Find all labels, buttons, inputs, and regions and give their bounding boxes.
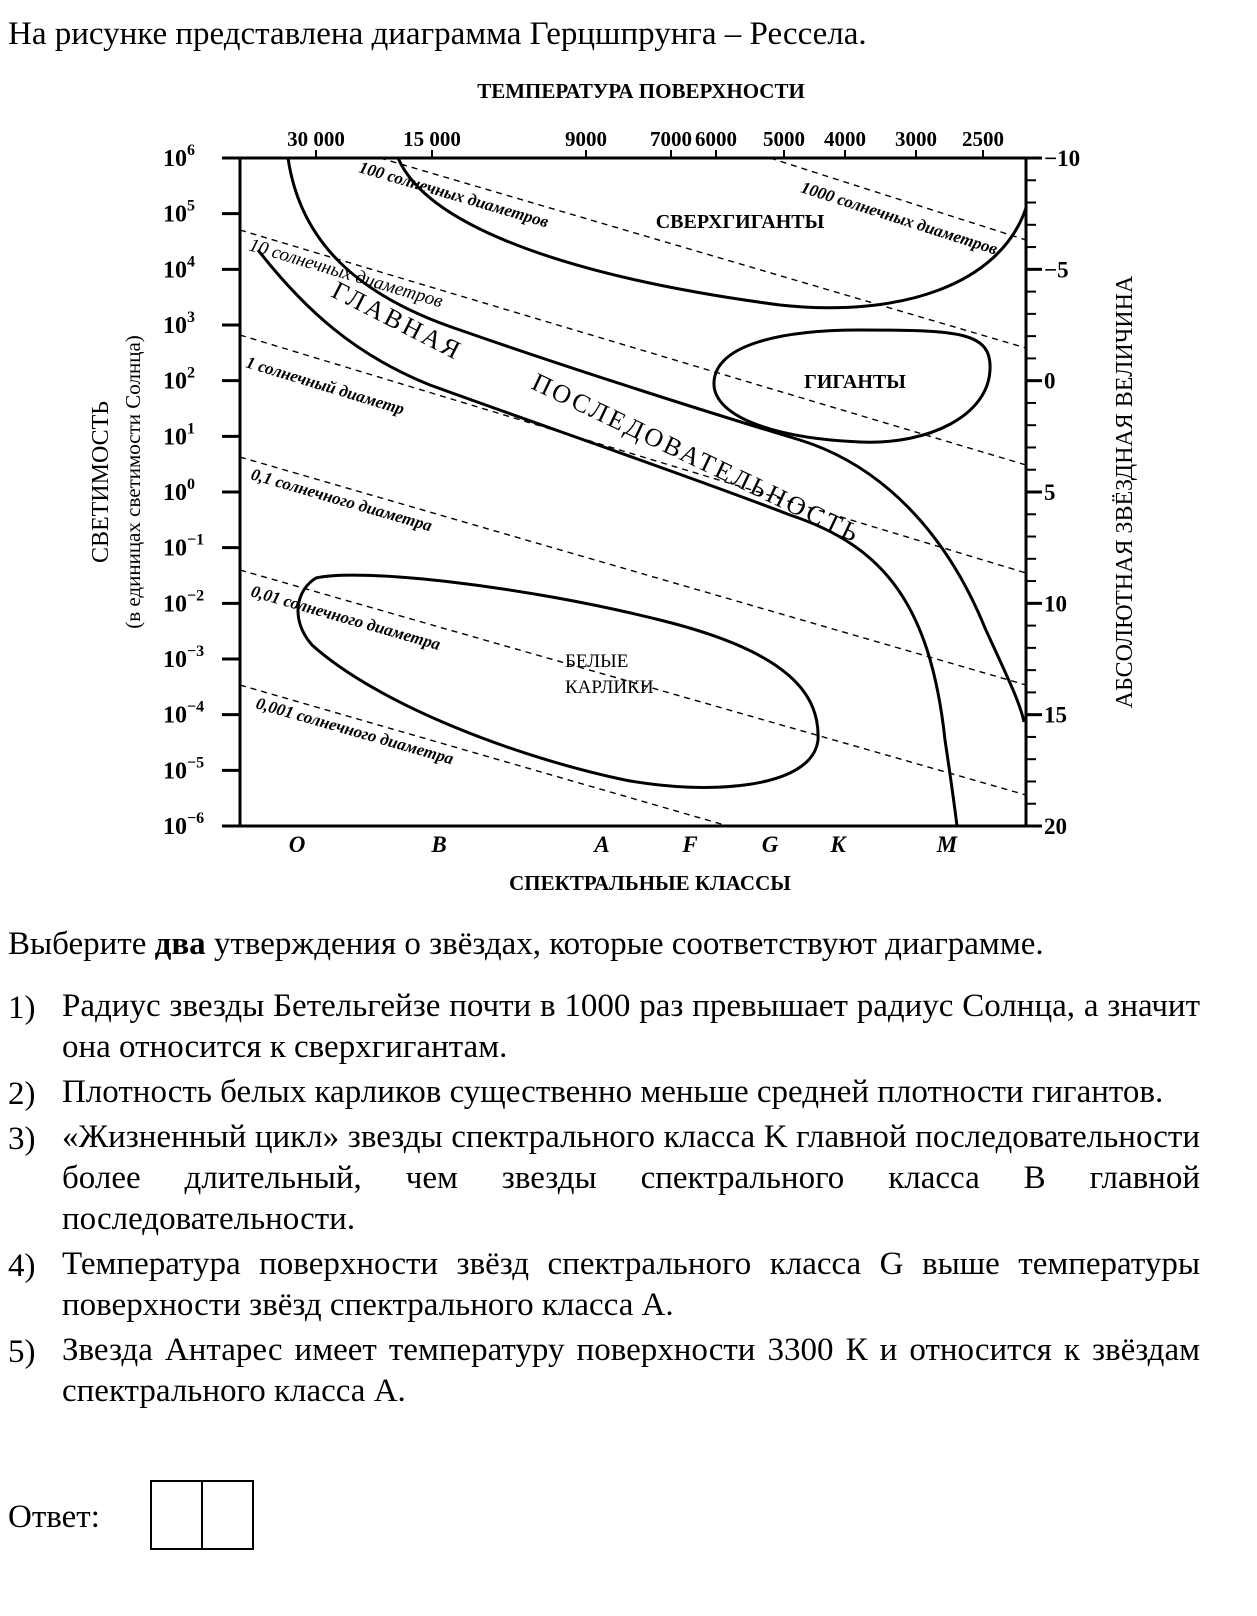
magnitude-tick-label: −10 xyxy=(1044,146,1080,171)
luminosity-tick-label: 10−1 xyxy=(163,532,204,562)
spectral-class-label: F xyxy=(681,832,697,857)
radius-line-01 xyxy=(239,456,1027,686)
temperature-tick-label: 7000 xyxy=(650,127,692,151)
answer-cell-2[interactable] xyxy=(201,1482,252,1548)
magnitude-ticks: −10 −5 0 5 10 15 20 xyxy=(1026,146,1080,839)
option-text: Плотность белых карликов существенно мен… xyxy=(62,1074,1164,1110)
giants-outline xyxy=(712,328,992,444)
temperature-tick-label: 30 000 xyxy=(287,127,345,151)
main-sequence-lower-edge xyxy=(256,249,959,827)
luminosity-tick-label: 10−6 xyxy=(163,810,204,840)
radius-lines xyxy=(239,157,1027,827)
radius-line-1 xyxy=(239,334,1027,574)
option-number: 1) xyxy=(8,990,36,1026)
luminosity-tick-label: 101 xyxy=(163,420,195,450)
answer-options: 1) Радиус звезды Бетельгейзе почти в 1000… xyxy=(8,986,1200,1416)
task-text: Выберите два утверждения о звёздах, кото… xyxy=(8,924,1044,964)
luminosity-tick-label: 102 xyxy=(163,365,195,395)
radius-label-001: 0,01 солнечного диаметра xyxy=(249,582,443,654)
option-2: 2) Плотность белых карликов существенно м… xyxy=(8,1072,1200,1113)
top-axis-title: ТЕМПЕРАТУРА ПОВЕРХНОСТИ xyxy=(477,79,805,103)
task-text-bold: два xyxy=(154,926,206,962)
bottom-axis-title: СПЕКТРАЛЬНЫЕ КЛАССЫ xyxy=(509,871,791,895)
option-text: Звезда Антарес имеет температуру поверхн… xyxy=(62,1332,1200,1409)
luminosity-tick-label: 100 xyxy=(163,476,195,506)
spectral-class-label: B xyxy=(430,832,446,857)
spectral-class-label: O xyxy=(289,832,306,857)
temperature-tick-label: 4000 xyxy=(824,127,866,151)
answer-box xyxy=(150,1480,254,1550)
radius-label-01: 0,1 солнечного диаметра xyxy=(249,465,435,536)
option-number: 2) xyxy=(8,1076,36,1112)
intro-text: На рисунке представлена диаграмма Герцшп… xyxy=(8,16,867,52)
main-sequence-upper-edge xyxy=(286,157,1026,723)
luminosity-tick-label: 105 xyxy=(163,198,195,228)
luminosity-tick-label: 103 xyxy=(163,309,195,339)
left-axis-title: СВЕТИМОСТЬ xyxy=(88,401,114,563)
answer-label: Ответ: xyxy=(8,1499,100,1535)
temperature-tick-label: 5000 xyxy=(763,127,805,151)
radius-line-100 xyxy=(379,157,1027,349)
temperature-tick-label: 15 000 xyxy=(403,127,461,151)
radius-line-001 xyxy=(239,569,1027,796)
magnitude-tick-label: −5 xyxy=(1044,257,1069,282)
magnitude-tick-label: 10 xyxy=(1044,591,1067,616)
option-number: 3) xyxy=(8,1121,36,1157)
radius-label-100: 100 солнечных диаметров xyxy=(357,158,551,232)
main-sequence-label-2: ПОСЛЕДОВАТЕЛЬНОСТЬ xyxy=(527,367,865,549)
giants-label: ГИГАНТЫ xyxy=(804,371,906,393)
white-dwarfs-outline xyxy=(296,573,820,789)
spectral-class-label: A xyxy=(592,832,609,857)
option-text: «Жизненный цикл» звезды спектрального кл… xyxy=(62,1119,1200,1237)
task-text-after: утверждения о звёздах, которые соответст… xyxy=(205,926,1044,962)
temperature-tick-label: 3000 xyxy=(895,127,937,151)
option-text: Температура поверхности звёзд спектральн… xyxy=(62,1246,1200,1323)
radius-label-1000: 1000 солнечных диаметров xyxy=(799,178,1000,259)
option-5: 5) Звезда Антарес имеет температуру повер… xyxy=(8,1330,1200,1412)
option-3: 3) «Жизненный цикл» звезды спектрального … xyxy=(8,1117,1200,1240)
temperature-tick-label: 9000 xyxy=(565,127,607,151)
luminosity-tick-label: 106 xyxy=(163,142,195,172)
luminosity-ticks: 106 105 104 103 102 101 100 10−1 10−2 10−3 10−4 10−… xyxy=(163,142,240,840)
luminosity-tick-label: 10−2 xyxy=(163,587,204,617)
radius-line-0001 xyxy=(239,684,729,827)
luminosity-tick-label: 10−3 xyxy=(163,643,204,673)
temperature-tick-label: 6000 xyxy=(695,127,737,151)
supergiants-outline xyxy=(396,157,1028,310)
region-outlines xyxy=(256,157,1028,827)
spectral-class-label: K xyxy=(829,832,847,857)
white-dwarfs-label-2: КАРЛИКИ xyxy=(565,677,654,698)
right-axis-title: АБСОЛЮТНАЯ ЗВЁЗДНАЯ ВЕЛИЧИНА xyxy=(1112,275,1138,708)
temperature-ticks: 30 000 15 000 9000 7000 6000 5000 4000 3000 2500 xyxy=(287,127,1004,158)
task-text-before: Выберите xyxy=(8,926,155,962)
magnitude-tick-label: 20 xyxy=(1044,814,1067,839)
luminosity-tick-label: 10−4 xyxy=(163,699,204,729)
temperature-tick-label: 2500 xyxy=(962,127,1004,151)
radius-label-0001: 0,001 солнечного диаметра xyxy=(254,694,456,769)
option-4: 4) Температура поверхности звёзд спектрал… xyxy=(8,1244,1200,1326)
option-1: 1) Радиус звезды Бетельгейзе почти в 1000… xyxy=(8,986,1200,1068)
option-text: Радиус звезды Бетельгейзе почти в 1000 р… xyxy=(62,988,1200,1065)
answer-cell-1[interactable] xyxy=(152,1482,201,1548)
luminosity-tick-label: 104 xyxy=(163,253,195,283)
radius-line-1000 xyxy=(769,157,1027,241)
magnitude-tick-label: 5 xyxy=(1044,480,1056,505)
left-axis-subtitle: (в единицах светимости Солнца) xyxy=(121,335,145,629)
option-number: 5) xyxy=(8,1334,36,1370)
spectral-class-label: M xyxy=(936,832,959,857)
spectral-class-label: G xyxy=(762,832,779,857)
radius-line-10 xyxy=(239,229,1027,466)
option-number: 4) xyxy=(8,1248,36,1284)
supergiants-label: СВЕРХГИГАНТЫ xyxy=(656,211,825,233)
magnitude-tick-label: 0 xyxy=(1044,369,1056,394)
hertzsprung-russell-diagram: 30 000 15 000 9000 7000 6000 5000 4000 3000 2500… xyxy=(88,79,1138,895)
white-dwarfs-label-1: БЕЛЫЕ xyxy=(565,651,628,672)
luminosity-tick-label: 10−5 xyxy=(163,754,204,784)
magnitude-tick-label: 15 xyxy=(1044,703,1067,728)
